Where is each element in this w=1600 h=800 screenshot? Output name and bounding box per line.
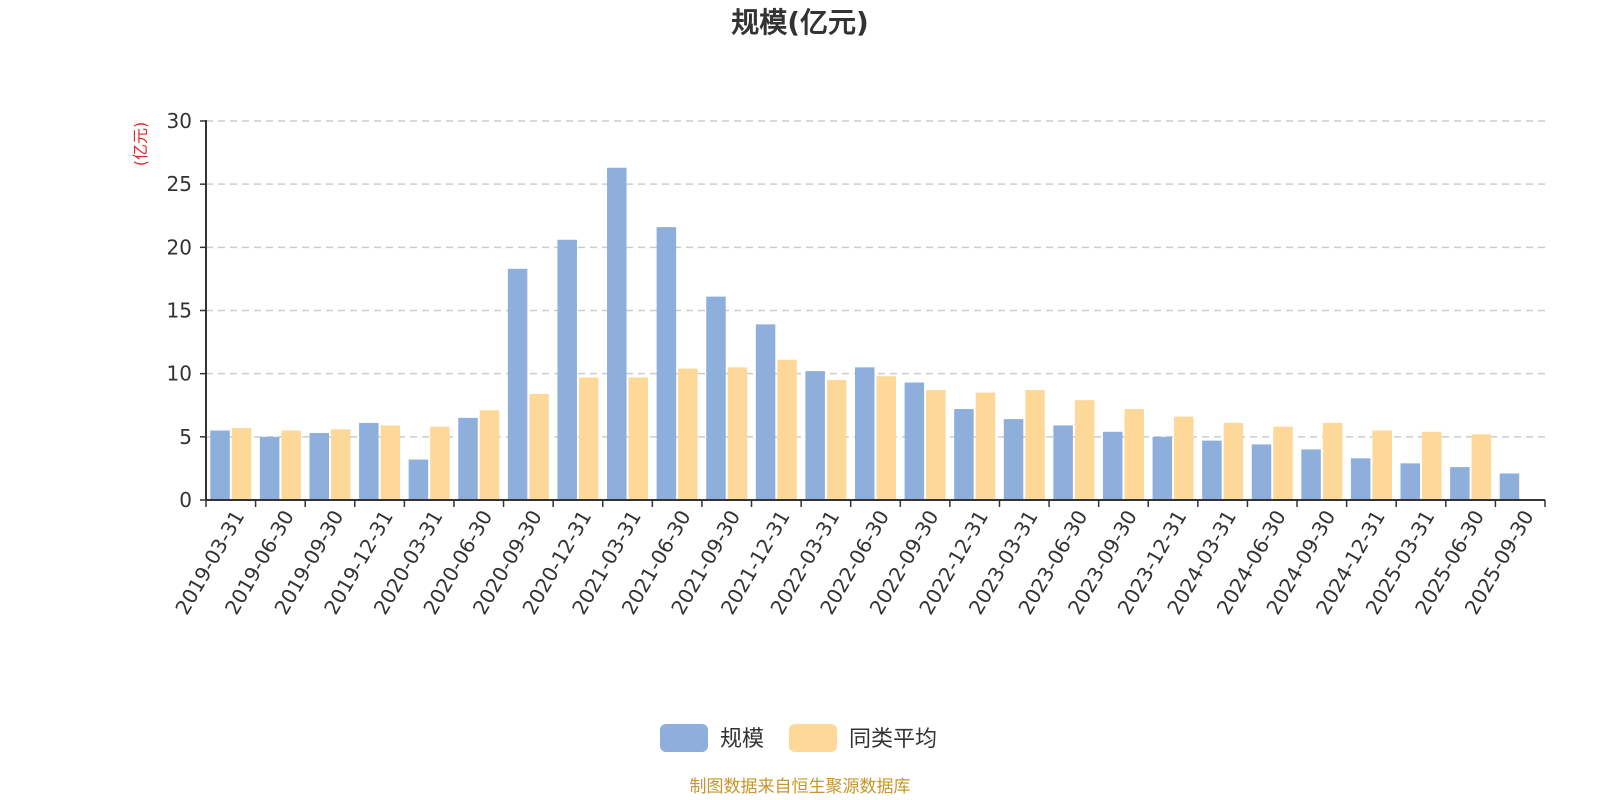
bar-peer-average[interactable] [1074, 400, 1095, 500]
chart-title: 规模(亿元) [731, 6, 869, 39]
y-tick-label: 10 [167, 362, 192, 386]
bar-scale[interactable] [259, 436, 280, 500]
bar-scale[interactable] [309, 433, 329, 500]
bar-scale[interactable] [1400, 463, 1421, 500]
bar-scale[interactable] [1202, 440, 1222, 500]
bar-peer-average[interactable] [727, 367, 748, 500]
y-tick-label: 15 [167, 299, 192, 323]
bar-peer-average[interactable] [529, 393, 549, 500]
bar-peer-average[interactable] [1174, 416, 1194, 500]
bar-peer-average[interactable] [1273, 426, 1293, 500]
legend-swatch-scale[interactable] [660, 724, 708, 752]
bar-peer-average[interactable] [330, 429, 351, 500]
bar-scale[interactable] [755, 324, 776, 500]
bar-peer-average[interactable] [1223, 422, 1244, 500]
bars [210, 167, 1520, 500]
bar-scale[interactable] [1152, 436, 1173, 500]
legend-label-peer-average[interactable]: 同类平均 [849, 727, 937, 752]
bar-scale[interactable] [359, 422, 379, 500]
bar-peer-average[interactable] [1471, 434, 1492, 500]
bar-scale[interactable] [1251, 444, 1272, 500]
bar-peer-average[interactable] [578, 377, 599, 500]
bar-peer-average[interactable] [926, 390, 946, 500]
bar-scale[interactable] [954, 409, 974, 500]
legend: 规模 同类平均 [660, 724, 937, 752]
x-axis-ticks: 2019-03-312019-06-302019-09-302019-12-31… [170, 500, 1546, 619]
bar-peer-average[interactable] [430, 426, 450, 500]
bar-scale[interactable] [1003, 419, 1024, 500]
bar-peer-average[interactable] [826, 379, 847, 500]
bar-peer-average[interactable] [678, 368, 698, 500]
bar-scale[interactable] [557, 239, 577, 500]
bar-peer-average[interactable] [628, 377, 649, 500]
bar-scale[interactable] [1102, 431, 1123, 500]
y-tick-label: 25 [167, 172, 192, 196]
y-axis-ticks: 0 5 10 15 20 25 30 [167, 109, 206, 512]
bar-peer-average[interactable] [231, 427, 252, 500]
y-tick-label: 20 [167, 235, 192, 259]
y-tick-label: 0 [179, 488, 192, 512]
bar-peer-average[interactable] [876, 376, 897, 500]
bar-scale[interactable] [1499, 473, 1520, 500]
bar-peer-average[interactable] [1422, 431, 1442, 500]
bar-scale[interactable] [1053, 425, 1073, 500]
bar-peer-average[interactable] [281, 430, 301, 500]
bar-peer-average[interactable] [479, 410, 500, 500]
y-tick-label: 30 [167, 109, 192, 133]
bar-peer-average[interactable] [1124, 409, 1144, 500]
bar-scale[interactable] [458, 417, 478, 500]
bar-scale[interactable] [656, 227, 677, 500]
y-tick-label: 5 [179, 425, 192, 449]
bar-scale[interactable] [408, 459, 429, 500]
bar-peer-average[interactable] [777, 359, 797, 500]
legend-swatch-peer-average[interactable] [789, 724, 837, 752]
bar-scale[interactable] [904, 382, 925, 500]
bar-scale[interactable] [1350, 458, 1371, 500]
source-note: 制图数据来自恒生聚源数据库 [690, 777, 911, 797]
bar-peer-average[interactable] [1025, 390, 1045, 500]
bar-scale[interactable] [607, 167, 627, 500]
bar-peer-average[interactable] [975, 392, 996, 500]
y-axis-unit-label: (亿元) [131, 122, 150, 167]
bar-peer-average[interactable] [380, 425, 401, 500]
bar-peer-average[interactable] [1372, 430, 1392, 500]
axes [205, 120, 1545, 501]
gridlines [206, 120, 1545, 438]
bar-scale[interactable] [1301, 449, 1321, 500]
bar-peer-average[interactable] [1322, 422, 1343, 500]
bar-scale[interactable] [805, 371, 825, 500]
bar-scale[interactable] [507, 268, 528, 500]
legend-label-scale[interactable]: 规模 [720, 727, 764, 752]
bar-scale[interactable] [1450, 467, 1470, 500]
bar-scale[interactable] [855, 367, 875, 500]
bar-scale[interactable] [706, 296, 726, 500]
bar-scale[interactable] [210, 430, 230, 500]
